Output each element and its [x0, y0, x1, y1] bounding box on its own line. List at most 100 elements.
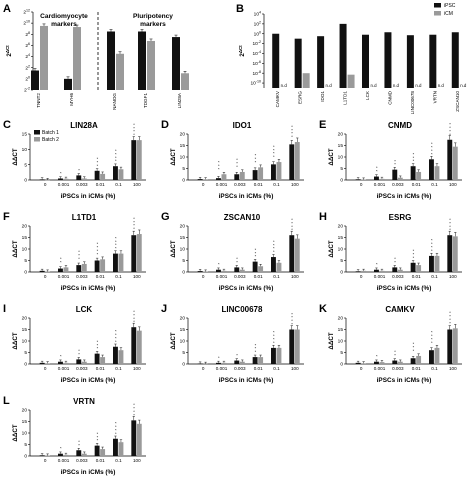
bar-LCK-iPSC — [362, 34, 369, 88]
bar-0.01-Batch 2 — [416, 355, 422, 364]
bar-0.003-Batch 1 — [392, 169, 398, 180]
y-axis-label: ΔΔCT — [12, 424, 19, 441]
x-tick-label-0.003: 0.003 — [234, 182, 246, 187]
bar-0.001-Batch 2 — [63, 454, 69, 456]
x-tick-label-0.001: 0.001 — [374, 366, 386, 371]
significance-star: * — [78, 256, 80, 261]
y-tick-label: 20 — [22, 224, 28, 230]
significance-star: * — [413, 155, 415, 160]
significance-star: * — [255, 247, 257, 252]
x-tick-label-ESRG: ESRG — [298, 91, 303, 104]
x-tick-label-0.01: 0.01 — [254, 366, 263, 371]
panel-C: C LIN28A ΔΔCT iPSCs in iCMs (%) 0 5 10 15 0 * 0.00… — [3, 119, 146, 200]
bar-0.003-Batch 2 — [81, 361, 87, 364]
significance-star: * — [273, 340, 275, 345]
panel-H: H ESRG ΔΔCT iPSCs in iCMs (%) 0 5 10 15 20 0 * 0.00… — [319, 211, 462, 292]
bar-100-Batch 1 — [131, 235, 137, 272]
significance-star: * — [449, 227, 451, 232]
significance-star: * — [115, 332, 117, 337]
y-axis-label: ΔΔCT — [12, 332, 19, 349]
significance-star: * — [78, 167, 80, 172]
bar-0.1-Batch 1 — [271, 164, 276, 180]
significance-star: * — [97, 438, 99, 443]
significance-star: * — [291, 224, 293, 229]
significance-star: * — [97, 156, 99, 161]
significance-star: * — [60, 256, 62, 261]
significance-star: * — [413, 341, 415, 346]
significance-star: * — [291, 315, 293, 320]
significance-star: * — [449, 217, 451, 222]
significance-star: * — [413, 345, 415, 350]
y-tick-label: 0 — [24, 270, 27, 276]
bar-0.1-Batch 1 — [113, 346, 118, 364]
significance-star: * — [394, 259, 396, 264]
panel-title: CNMD — [388, 121, 412, 130]
panel-B: B2ΔCt10410210010-210-410-610-810-10n.dCA… — [236, 3, 467, 114]
significance-star: * — [431, 141, 433, 146]
bar-100-Batch 1 — [131, 327, 137, 364]
bar-MYH6-iPSC — [64, 78, 72, 90]
x-tick-label-0: 0 — [44, 182, 47, 187]
y-tick-label: 5 — [182, 350, 185, 356]
bar-100-Batch 1 — [447, 139, 453, 180]
x-tick-label-0: 0 — [202, 366, 205, 371]
bar-0.01-Batch 1 — [94, 260, 100, 272]
bar-0.1-Batch 1 — [113, 438, 118, 456]
bar-100-Batch 2 — [136, 234, 142, 272]
x-tick-label-0.001: 0.001 — [58, 458, 70, 463]
bar-0-Batch 1 — [355, 179, 361, 180]
bar-100-Batch 2 — [452, 328, 458, 364]
bar-0.01-Batch 2 — [100, 173, 106, 180]
bar-0.003-Batch 1 — [234, 174, 240, 180]
x-tick-label-100: 100 — [291, 274, 299, 279]
bar-TDGF1-iPSC — [138, 31, 146, 90]
y-tick-label: 0 — [24, 362, 27, 368]
significance-star: * — [115, 151, 117, 156]
bar-100-Batch 1 — [447, 235, 453, 272]
significance-star: * — [273, 239, 275, 244]
bar-0.1-Batch 1 — [429, 159, 434, 180]
significance-star: * — [449, 122, 451, 127]
significance-star: * — [431, 330, 433, 335]
bar-0.1-Batch 1 — [271, 257, 276, 272]
y-tick-label: 0 — [182, 362, 185, 368]
y-axis-label: ΔΔCT — [170, 332, 177, 349]
significance-star: * — [218, 163, 220, 168]
x-tick-label-100: 100 — [133, 366, 141, 371]
y-tick-label: 20 — [25, 75, 30, 82]
bar-0.003-Batch 2 — [397, 361, 403, 364]
bar-100-Batch 1 — [289, 144, 295, 180]
bar-0.01-Batch 2 — [100, 259, 106, 272]
y-tick-label: 10-10 — [250, 80, 261, 87]
x-tick-label-0.001: 0.001 — [216, 182, 228, 187]
y-axis-label: 2ΔCt — [5, 45, 13, 57]
bar-0.1-Batch 1 — [113, 166, 118, 180]
significance-star: * — [255, 346, 257, 351]
y-tick-label: 10 — [22, 431, 28, 437]
bar-CNMD-iPSC — [384, 32, 392, 88]
bar-0.001-Batch 2 — [63, 362, 69, 364]
panel-label-K: K — [319, 303, 327, 315]
y-axis-label: ΔΔCT — [170, 240, 177, 257]
significance-star: * — [133, 226, 135, 231]
bar-0.001-Batch 2 — [221, 174, 227, 180]
nd-label-CNMD: n.d — [393, 83, 400, 88]
y-tick-label: 104 — [254, 11, 261, 18]
bar-100-Batch 1 — [131, 140, 137, 180]
significance-star: * — [115, 235, 117, 240]
y-tick-label: 210 — [23, 20, 30, 27]
y-tick-label: 15 — [22, 235, 28, 241]
x-tick-label-0.003: 0.003 — [234, 274, 246, 279]
y-tick-label: 26 — [25, 42, 30, 49]
significance-star: * — [273, 249, 275, 254]
significance-star: * — [60, 354, 62, 359]
significance-star: * — [431, 337, 433, 342]
significance-star: * — [394, 353, 396, 358]
significance-star: * — [291, 217, 293, 222]
bar-0.1-Batch 2 — [434, 347, 440, 364]
significance-star: * — [273, 144, 275, 149]
bar-0.1-Batch 2 — [276, 162, 282, 180]
bar-0-Batch 1 — [197, 271, 203, 272]
y-tick-label: 10-8 — [252, 70, 261, 77]
